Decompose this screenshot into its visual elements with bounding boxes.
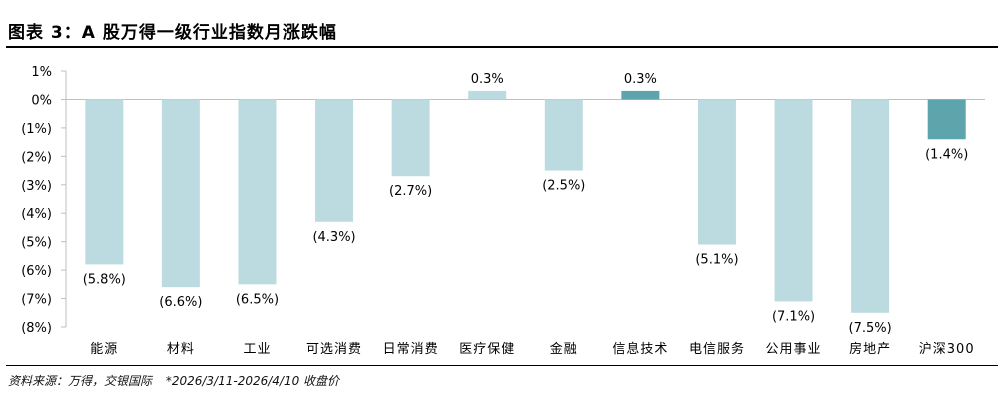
y-tick-label: (6%)	[21, 264, 52, 279]
y-tick-label: (3%)	[21, 179, 52, 194]
category-label: 能源	[90, 342, 118, 357]
data-label: (7.5%)	[849, 321, 892, 336]
y-tick-label: (4%)	[21, 207, 52, 222]
bar	[391, 99, 430, 177]
category-label: 可选消费	[306, 342, 362, 357]
chart-axes: 1% 0% (1%) (2%) (3%) (4%) (5%) (6%) (7%) (8%)	[21, 65, 985, 336]
bar	[468, 90, 507, 100]
y-tick-label: (7%)	[21, 293, 52, 308]
chart-category-labels: 能源 材料 工业 可选消费 日常消费 医疗保健 金融 信息技术 电信服务 公用事业 房地产 沪深300	[90, 341, 975, 357]
bar	[697, 99, 736, 245]
bar	[544, 99, 583, 171]
footer-rule	[6, 365, 998, 366]
bar	[851, 99, 890, 313]
bar-chart: 1% 0% (1%) (2%) (3%) (4%) (5%) (6%) (7%) (8%) (5.…	[21, 65, 985, 357]
bar	[85, 99, 124, 265]
chart-title: 图表 3：A 股万得一级行业指数月涨跌幅	[8, 23, 337, 43]
bar	[774, 99, 813, 302]
category-label: 日常消费	[383, 342, 439, 357]
data-label: (6.5%)	[236, 292, 279, 307]
data-label: (5.8%)	[83, 272, 126, 287]
category-label: 材料	[167, 342, 195, 357]
y-tick-label: (8%)	[21, 321, 52, 336]
category-label: 信息技术	[612, 341, 668, 357]
y-tick-label: (2%)	[21, 150, 52, 165]
y-tick-label: (5%)	[21, 236, 52, 251]
data-label: (2.5%)	[542, 179, 585, 194]
data-label: 0.3%	[624, 72, 657, 87]
chart-data-labels: (5.8%) (6.6%) (6.5%) (4.3%) (2.7%) 0.3% (2.5%)…	[83, 72, 969, 336]
date-note: *2026/3/11-2026/4/10 收盘价	[165, 374, 340, 388]
data-label: (1.4%)	[925, 147, 968, 162]
y-tick-label: (1%)	[21, 122, 52, 137]
category-label: 医疗保健	[459, 342, 515, 357]
category-label: 金融	[550, 341, 578, 357]
bar	[238, 99, 277, 285]
category-label: 工业	[243, 342, 271, 357]
bar	[927, 99, 966, 140]
title-rule	[6, 46, 998, 48]
category-label: 公用事业	[766, 342, 822, 357]
footer: 资料来源：万得，交银国际 *2026/3/11-2026/4/10 收盘价	[8, 372, 349, 389]
data-label: (4.3%)	[312, 230, 355, 245]
y-tick-label: 0%	[31, 93, 52, 108]
data-label: (2.7%)	[389, 184, 432, 199]
category-label: 房地产	[849, 341, 891, 357]
category-label: 电信服务	[689, 341, 745, 357]
data-label: (7.1%)	[772, 309, 815, 324]
bar	[161, 99, 200, 288]
data-label: (6.6%)	[159, 295, 202, 310]
bar	[621, 90, 660, 100]
bar	[315, 99, 354, 222]
source-note: 资料来源：万得，交银国际	[8, 374, 153, 388]
data-label: 0.3%	[471, 72, 504, 87]
y-tick-label: 1%	[31, 65, 52, 80]
data-label: (5.1%)	[695, 253, 738, 268]
chart-bars	[85, 90, 966, 313]
category-label: 沪深300	[919, 341, 975, 357]
